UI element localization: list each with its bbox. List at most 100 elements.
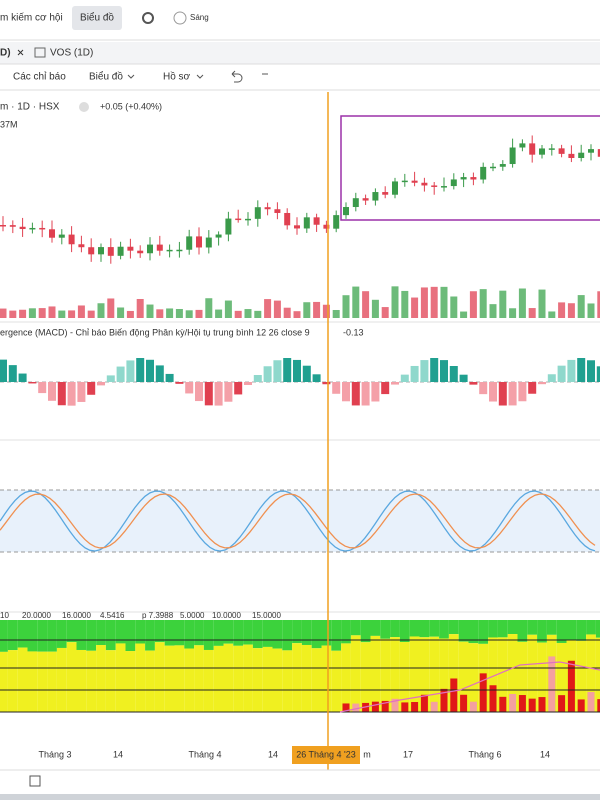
yellow-col	[331, 650, 342, 712]
green-col	[135, 620, 146, 644]
green-col	[586, 620, 596, 635]
volume-bar	[303, 302, 311, 318]
candle	[0, 225, 6, 227]
x-tick-label: 14	[268, 749, 278, 759]
macd-bar	[547, 374, 556, 382]
candle	[382, 192, 389, 195]
macd-bar	[97, 382, 105, 386]
yellow-col	[341, 643, 351, 712]
yellow-col	[321, 645, 332, 712]
macd-bar	[28, 382, 37, 384]
candle	[421, 182, 428, 186]
green-col	[76, 620, 87, 650]
red-col	[440, 688, 448, 712]
macd-bar	[204, 382, 213, 406]
red-col	[489, 685, 497, 712]
candle	[568, 153, 575, 159]
volume-bar	[430, 286, 438, 318]
tab[interactable]: VOS (1D)	[50, 48, 93, 59]
volume-bar	[156, 309, 164, 318]
candle	[470, 177, 477, 180]
red-col	[548, 656, 556, 712]
chart-button[interactable]	[72, 6, 122, 30]
candle	[196, 236, 202, 248]
macd-bar	[459, 374, 468, 382]
red-col	[558, 695, 566, 712]
volume-bar	[293, 311, 301, 318]
red-col	[401, 702, 409, 712]
toolbar-profile[interactable]: Hồ sơ	[163, 71, 191, 83]
candle	[9, 225, 16, 227]
macd-bar	[351, 382, 360, 406]
yellow-col	[135, 643, 146, 712]
candle	[19, 226, 26, 230]
macd-bar	[67, 382, 76, 406]
macd-bar	[175, 382, 184, 384]
green-col	[331, 620, 342, 651]
candle	[264, 207, 271, 210]
macd-bar	[244, 382, 252, 385]
candle	[490, 166, 496, 169]
yellow-col	[37, 651, 48, 712]
volume-bar	[244, 309, 252, 318]
yellow-col	[194, 645, 204, 712]
green-col	[47, 620, 57, 652]
candle	[215, 234, 222, 238]
x-tick-label: 17	[403, 749, 413, 759]
candle	[392, 181, 398, 195]
green-col	[66, 620, 77, 643]
legend-symbol: m · 1D · HSX	[0, 102, 60, 113]
volume-bar	[0, 308, 7, 318]
candle	[323, 224, 330, 229]
footer-icon[interactable]	[29, 775, 41, 787]
yellow-col	[233, 645, 244, 712]
toolbar-chart-type[interactable]: Biểu đồ	[89, 71, 123, 83]
green-col	[233, 620, 244, 646]
candle	[127, 246, 134, 251]
candle	[78, 244, 85, 248]
volume-bar	[489, 304, 497, 318]
stoch-band	[0, 490, 600, 552]
candle	[450, 179, 457, 187]
yellow-col	[154, 642, 165, 712]
tab[interactable]: D)	[0, 48, 11, 59]
green-col	[478, 620, 489, 644]
red-col	[411, 702, 419, 712]
candle	[284, 212, 291, 226]
green-col	[439, 620, 449, 639]
candle	[88, 247, 95, 255]
close-icon[interactable]	[17, 49, 24, 56]
volume-bar	[126, 310, 134, 318]
settings-icon[interactable]	[142, 12, 154, 24]
green-col	[213, 620, 224, 646]
toolbar-indicators[interactable]: Các chỉ báo	[13, 71, 66, 83]
red-col	[577, 699, 585, 712]
search-link[interactable]: m kiếm cơ hội	[0, 12, 63, 24]
theme-toggle[interactable]	[173, 11, 187, 25]
candle	[225, 218, 232, 235]
volume-bar	[479, 289, 487, 318]
macd-bar	[312, 374, 321, 382]
macd-bar	[489, 382, 497, 402]
toolbar-icons[interactable]	[127, 70, 268, 83]
macd-bar	[449, 366, 458, 382]
macd-bar	[342, 382, 350, 402]
macd-bar	[420, 360, 429, 382]
green-col	[0, 620, 8, 652]
candle	[352, 198, 359, 208]
red-col	[381, 700, 389, 712]
chart-button-label[interactable]: Biểu đồ	[80, 12, 114, 24]
legend-change: +0.05 (+0.40%)	[100, 101, 162, 111]
yellow-col	[223, 643, 234, 712]
yellow-col	[399, 642, 410, 712]
green-col	[194, 620, 204, 646]
tab-bar	[0, 42, 600, 64]
yellow-col	[145, 650, 155, 712]
candle	[117, 246, 124, 256]
indicator-label: 4.5416	[100, 611, 125, 620]
macd-bar	[479, 382, 488, 395]
legend-button[interactable]	[79, 102, 89, 112]
candle	[147, 244, 153, 254]
candle	[254, 207, 261, 219]
volume-bar	[58, 310, 66, 318]
